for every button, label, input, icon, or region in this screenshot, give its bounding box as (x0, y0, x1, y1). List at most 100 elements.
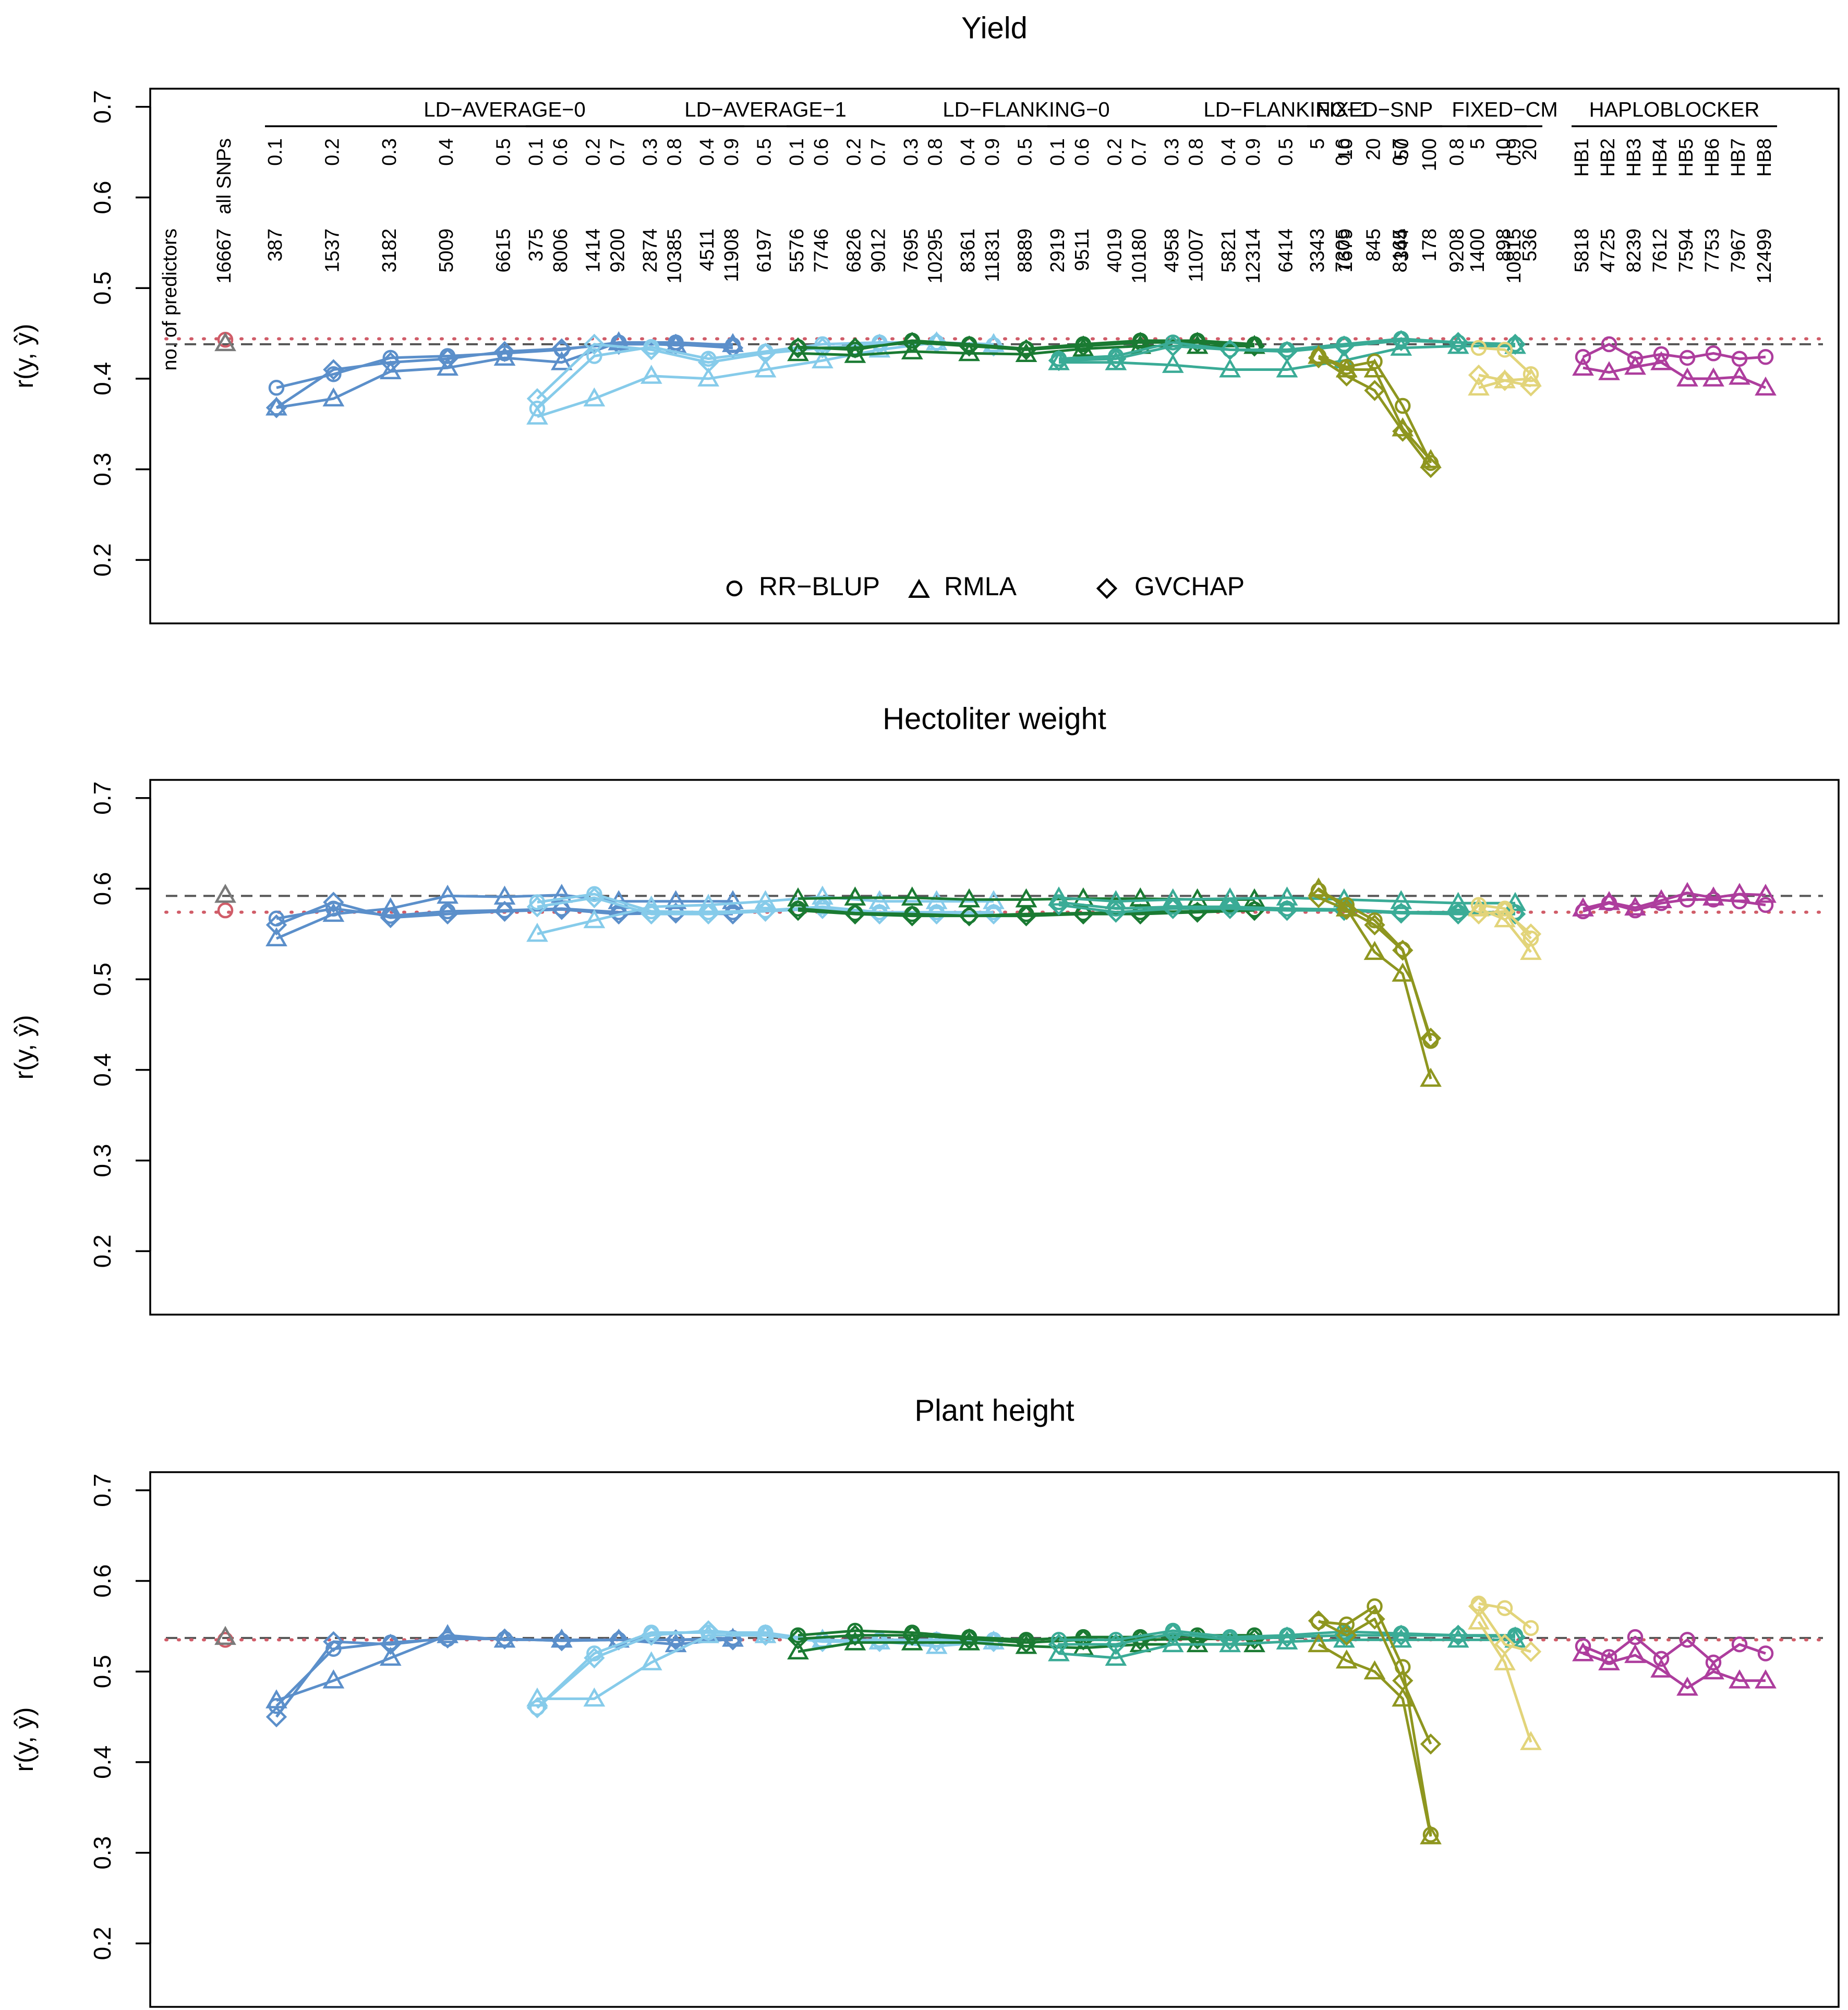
y-tick-label: 0.7 (89, 1474, 116, 1507)
point-gvchap (584, 333, 605, 355)
point-rmla (265, 396, 287, 416)
setting-label: 0.5 (1014, 138, 1036, 166)
point-rrblup (1653, 346, 1670, 363)
y-tick-label: 0.4 (89, 1746, 116, 1779)
series-line-rrblup (1058, 901, 1515, 914)
y-tick-label: 0.5 (89, 271, 116, 305)
point-gvchap (265, 1706, 287, 1728)
point-rmla (1390, 336, 1412, 356)
y-tick-label: 0.2 (89, 1927, 116, 1960)
point-rrblup (1470, 897, 1487, 913)
y-tick-label: 0.3 (89, 1836, 116, 1870)
point-rrblup (961, 1629, 977, 1645)
point-rrblup (325, 1641, 342, 1657)
series-line-gvchap (798, 1634, 1254, 1644)
point-rrblup (1222, 898, 1238, 915)
point-rrblup (1367, 1598, 1383, 1615)
panel-0: Yield 0.2 0.3 0.4 0.5 0.6 0.7 r(y, ŷ) LD−AVERAGE… (9, 11, 1840, 624)
y-tick-label: 0.2 (89, 543, 116, 576)
point-rrblup (1601, 895, 1617, 911)
point-rrblup (847, 342, 863, 358)
point-rrblup (1731, 893, 1748, 910)
point-rmla (868, 890, 891, 909)
point-rrblup (439, 348, 456, 364)
point-gvchap (1392, 420, 1414, 442)
point-rmla (1420, 1067, 1442, 1087)
point-gvchap (1494, 370, 1516, 391)
point-rmla (1755, 376, 1777, 396)
series-line-rrblup (1583, 1635, 1766, 1664)
predictor-count: 8361 (957, 228, 979, 273)
point-rrblup (700, 904, 717, 920)
setting-label: 5 (1467, 138, 1489, 149)
predictor-count: 10385 (664, 228, 686, 284)
point-rrblup (1393, 1625, 1409, 1642)
point-rrblup (1165, 898, 1181, 915)
point-rmla (1392, 962, 1414, 982)
point-gvchap (1420, 1734, 1442, 1755)
panel-1: Hectoliter weight 0.2 0.3 0.4 0.5 0.6 0.7 r(y, … (9, 702, 1840, 1316)
point-rrblup (553, 342, 570, 358)
series-line-rmla (1058, 896, 1515, 905)
point-rrblup (1018, 341, 1034, 357)
allsnp-rmla-point (214, 332, 236, 352)
predictor-count: 11007 (1186, 228, 1207, 282)
setting-label: 0.5 (493, 138, 515, 166)
series-line-rrblup (1583, 898, 1766, 913)
group-ld_flanking_1 (1048, 1622, 1526, 1666)
predictor-count: 6197 (754, 228, 776, 273)
series-line-rmla (1059, 344, 1515, 371)
point-rmla (1276, 886, 1298, 906)
predictor-count: 9012 (867, 228, 889, 273)
point-rrblup (872, 334, 888, 351)
point-rmla (811, 349, 834, 369)
legend-rrblup-icon (726, 580, 743, 597)
predictor-count: 11908 (721, 228, 743, 282)
predictor-count: 3343 (1307, 228, 1328, 273)
setting-label: HB3 (1623, 138, 1645, 177)
point-rrblup (1450, 1627, 1466, 1643)
point-gvchap (1494, 1633, 1516, 1655)
point-rmla (1308, 877, 1330, 897)
setting-label: 0.7 (867, 138, 889, 166)
setting-label: 0.7 (1128, 138, 1150, 166)
point-rrblup (724, 1630, 741, 1646)
point-gvchap (265, 397, 287, 418)
point-rmla (437, 884, 459, 904)
point-rrblup (1627, 1629, 1644, 1645)
point-rrblup (1679, 350, 1696, 366)
series-line-rrblup (1058, 337, 1516, 360)
point-rmla (1162, 1633, 1184, 1653)
legend: RR−BLUP RMLA GVCHAP (726, 572, 1245, 601)
point-gvchap (1392, 1670, 1414, 1691)
setting-label: 10 (1493, 138, 1515, 160)
point-rrblup (586, 1645, 602, 1662)
legend-rmla-icon (908, 579, 930, 598)
setting-label: 100 (1419, 138, 1441, 171)
setting-label: 0.3 (1161, 138, 1183, 166)
point-rrblup (1395, 941, 1411, 958)
series-line-rrblup (1318, 889, 1432, 1042)
point-rmla (1729, 1669, 1750, 1689)
point-rrblup (1705, 1654, 1722, 1671)
point-rmla (1162, 354, 1184, 373)
predictor-count: 10815 (1503, 228, 1525, 284)
point-rrblup (814, 898, 831, 915)
group-name: LD−FLANKING−1 (1203, 99, 1370, 122)
point-rrblup (928, 904, 945, 920)
y-tick-label: 0.3 (89, 1144, 116, 1177)
point-rmla (526, 405, 548, 425)
point-rmla (437, 356, 459, 376)
point-rrblup (1601, 1649, 1617, 1665)
y-tick-label: 0.5 (89, 962, 116, 996)
predictor-count: 5818 (1571, 228, 1593, 273)
group-ld_flanking_1 (1048, 330, 1526, 378)
point-rrblup (1336, 336, 1352, 353)
setting-label: 0.3 (639, 138, 661, 166)
y-tick-label: 0.7 (89, 781, 116, 815)
point-rrblup (643, 1624, 659, 1641)
setting-label: 0.2 (582, 138, 604, 166)
setting-label: 5 (1307, 138, 1328, 149)
point-rrblup (497, 902, 513, 919)
predictor-count: 536 (1519, 228, 1541, 261)
